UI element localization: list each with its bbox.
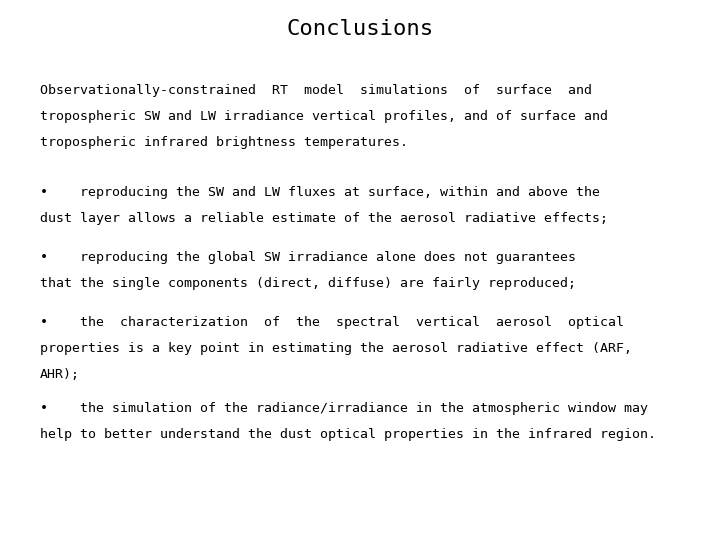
Text: tropospheric SW and LW irradiance vertical profiles, and of surface and: tropospheric SW and LW irradiance vertic… [40,110,608,123]
Text: Conclusions: Conclusions [287,19,433,39]
Text: dust layer allows a reliable estimate of the aerosol radiative effects;: dust layer allows a reliable estimate of… [40,212,608,225]
Text: •    reproducing the global SW irradiance alone does not guarantees: • reproducing the global SW irradiance a… [40,251,575,264]
Text: AHR);: AHR); [40,368,80,381]
Text: •    the  characterization  of  the  spectral  vertical  aerosol  optical: • the characterization of the spectral v… [40,316,624,329]
Text: tropospheric infrared brightness temperatures.: tropospheric infrared brightness tempera… [40,136,408,148]
Text: Observationally-constrained  RT  model  simulations  of  surface  and: Observationally-constrained RT model sim… [40,84,592,97]
Text: that the single components (direct, diffuse) are fairly reproduced;: that the single components (direct, diff… [40,277,575,290]
Text: •    the simulation of the radiance/irradiance in the atmospheric window may: • the simulation of the radiance/irradia… [40,402,647,415]
Text: •    reproducing the SW and LW fluxes at surface, within and above the: • reproducing the SW and LW fluxes at su… [40,186,600,199]
Text: help to better understand the dust optical properties in the infrared region.: help to better understand the dust optic… [40,428,656,441]
Text: properties is a key point in estimating the aerosol radiative effect (ARF,: properties is a key point in estimating … [40,342,631,355]
